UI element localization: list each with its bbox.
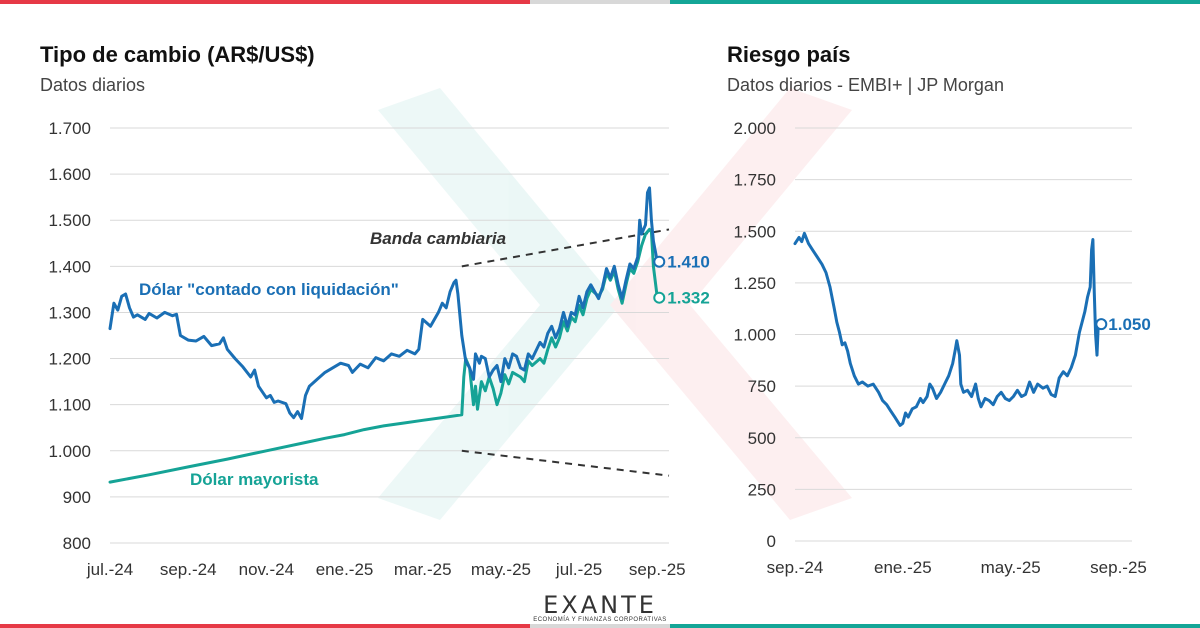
band-line-upper [461,228,670,268]
fx-y-tick-label: 1.400 [48,257,91,276]
ccl-last-point-marker [653,255,666,268]
ccl-last-value-label: 1.410 [667,253,710,272]
watermark-x-logo [378,88,852,520]
risk-last-point-marker [1095,318,1108,331]
mayorista-last-point-marker [653,291,666,304]
fx-y-tick-label: 900 [63,488,91,507]
risk-x-tick-label: may.-25 [981,558,1041,577]
risk-x-tick-label: sep.-25 [1090,558,1147,577]
fx-x-tick-label: sep.-25 [629,560,686,579]
fx-y-tick-label: 1.700 [48,119,91,138]
chart2-subtitle: Datos diarios - EMBI+ | JP Morgan [727,75,1004,95]
band-line-lower [461,449,670,477]
brand-tagline: ECONOMÍA Y FINANZAS CORPORATIVAS [533,617,667,623]
fx-y-tick-label: 1.500 [48,211,91,230]
top-accent-bar-gray [530,0,670,4]
chart2-title: Riesgo país [727,42,851,67]
fx-x-tick-label: may.-25 [471,560,531,579]
fx-y-tick-label: 1.100 [48,396,91,415]
fx-x-tick-label: jul.-25 [555,560,602,579]
bottom-accent-bar-red [0,624,530,628]
country-risk-chart: 0 250 500 750 1.000 1.250 1.500 1.750 2.000 sep.-… [733,119,1150,577]
risk-y-tick-label: 1.750 [733,171,776,190]
risk-y-tick-label: 1.500 [733,222,776,241]
fx-y-tick-label: 1.300 [48,303,91,322]
risk-series-line [793,231,1100,427]
exchange-rate-chart: 800 900 1.000 1.100 1.200 1.300 1.400 1.500 1.60… [48,119,709,579]
chart1-title: Tipo de cambio (AR$/US$) [40,42,315,67]
fx-x-tick-label: ene.-25 [316,560,374,579]
bottom-accent-bar-gray [530,624,670,628]
ccl-series-line [108,186,659,420]
brand-name: EXANTE [543,591,657,619]
chart1-subtitle: Datos diarios [40,75,146,95]
bottom-accent-bar-teal [670,624,1200,628]
fx-x-tick-label: sep.-24 [160,560,217,579]
fx-y-tick-label: 800 [63,534,91,553]
ccl-label: Dólar "contado con liquidación" [139,280,399,299]
mayorista-last-value-label: 1.332 [667,289,710,308]
exante-logo: EXANTE ECONOMÍA Y FINANZAS CORPORATIVAS [530,591,670,623]
risk-y-tick-label: 2.000 [733,119,776,138]
fx-y-tick-label: 1.600 [48,165,91,184]
fx-y-tick-label: 1.000 [48,442,91,461]
risk-last-value-label: 1.050 [1108,315,1151,334]
risk-y-tick-label: 750 [748,377,776,396]
risk-y-tick-label: 0 [767,532,776,551]
top-accent-bar-teal [670,0,1200,4]
risk-y-tick-label: 1.000 [733,326,776,345]
risk-y-tick-label: 500 [748,429,776,448]
fx-x-tick-label: jul.-24 [86,560,133,579]
risk-y-tick-label: 1.250 [733,274,776,293]
band-label: Banda cambiaria [370,229,506,248]
risk-y-tick-label: 250 [748,480,776,499]
mayorista-label: Dólar mayorista [190,470,319,489]
fx-y-tick-label: 1.200 [48,350,91,369]
top-accent-bar-red [0,0,530,4]
fx-x-tick-label: nov.-24 [239,560,294,579]
risk-x-tick-label: sep.-24 [767,558,824,577]
risk-x-tick-label: ene.-25 [874,558,932,577]
fx-x-tick-label: mar.-25 [394,560,452,579]
